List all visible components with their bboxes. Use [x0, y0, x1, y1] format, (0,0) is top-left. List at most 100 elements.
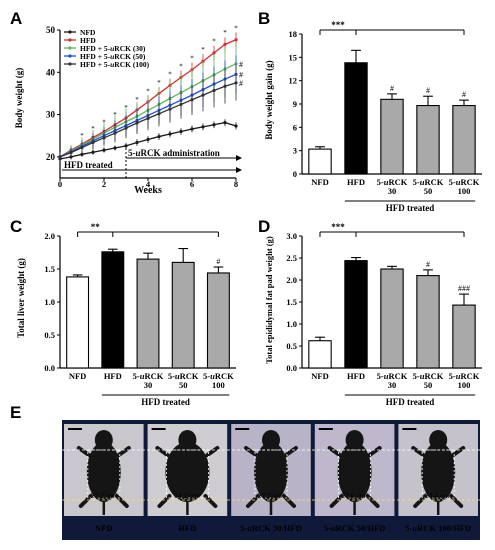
sig-bracket-label: ***	[331, 222, 345, 232]
panel-a-x-tick-label: 4	[146, 179, 151, 189]
panel-a-point	[201, 93, 205, 97]
scale-bar	[68, 428, 82, 430]
category-label: 5-uRCK	[168, 371, 199, 381]
panel-a-point	[69, 151, 73, 155]
sig-mark: #	[426, 260, 430, 269]
panel-a-y-tick-label: 50	[46, 25, 56, 35]
mouse-body	[254, 442, 288, 502]
panel-a-point	[190, 98, 194, 102]
mouse-head	[429, 430, 448, 450]
panel-a-point	[168, 107, 172, 111]
panel-a-point	[113, 131, 117, 135]
mouse-arm	[76, 446, 91, 457]
group-column-label: 5-uRCK 50/HFD	[324, 523, 386, 533]
panel-b-bar-chart: Body weight gain (g) 0 3 6 9 12 15 18 NFD HFD #5-…	[264, 20, 482, 213]
panel-a-point	[146, 137, 150, 142]
panel-a-y-axis-label: Body weight (g)	[14, 68, 24, 129]
panel-a-legend-label: HFD	[80, 36, 96, 45]
panel-a-legend-label: HFD + 5-uRCK (30)	[80, 44, 146, 53]
panel-y-tick-label: 3	[293, 146, 297, 156]
panel-a-drug-label: 5-uRCK administration	[128, 148, 220, 158]
mouse-arm	[327, 446, 342, 457]
panel-y-tick-label: 9	[293, 99, 297, 109]
category-label: 50	[424, 380, 433, 390]
category-label: 50	[179, 380, 188, 390]
panel-a-point	[102, 136, 106, 140]
panel-a-sig-star: *	[234, 25, 238, 33]
category-label: 5-uRCK	[413, 371, 444, 381]
bar	[380, 268, 404, 369]
bar	[416, 275, 440, 369]
panel-a-sig-star: *	[113, 111, 117, 119]
mouse-leg	[246, 494, 260, 508]
panel-a-point	[91, 140, 95, 145]
bar	[136, 258, 160, 369]
panel-b-y-axis-label: Body weight gain (g)	[264, 60, 274, 139]
panel-d-y-axis-label: Total epididymal fat pad weight (g)	[264, 236, 274, 364]
panel-a-sig-star: *	[223, 29, 227, 37]
panel-y-tick-label: 15	[289, 52, 298, 62]
scale-bar	[402, 428, 417, 430]
category-label: 5-uRCK	[203, 371, 234, 381]
bar	[308, 340, 332, 369]
mouse-head	[94, 430, 113, 450]
panel-a-point	[157, 134, 161, 139]
category-label: 100	[458, 186, 471, 196]
panel-a-legend-marker	[68, 62, 72, 66]
panel-a-point	[234, 38, 238, 42]
category-label: 30	[144, 380, 153, 390]
panel-a-hash-mark: #	[239, 70, 243, 79]
panel-a-x-tick-label: 6	[190, 179, 194, 189]
area-label: 34.2 cm²	[174, 491, 201, 500]
mouse-arm	[155, 446, 170, 457]
panel-a-hash-mark: #	[239, 79, 243, 88]
panel-letter-e: E	[10, 403, 21, 422]
mouse-arm	[244, 446, 258, 457]
sig-mark: ###	[458, 284, 470, 293]
panel-y-tick-label: 0.5	[44, 330, 55, 340]
mouse-arm	[367, 446, 382, 457]
category-label: 5-uRCK	[377, 371, 408, 381]
panel-y-tick-label: 1.5	[44, 264, 55, 274]
bar	[344, 62, 368, 175]
mouse-arm	[116, 446, 131, 457]
sig-mark: #	[216, 257, 220, 266]
panel-a-point	[179, 102, 183, 107]
panel-a-point	[124, 144, 128, 148]
category-label: NFD	[69, 371, 86, 381]
category-label: NFD	[311, 177, 328, 187]
scale-bar	[151, 428, 166, 430]
panel-y-tick-label: 0.0	[44, 363, 55, 373]
panel-y-tick-label: 6	[293, 122, 297, 132]
mouse-leg	[413, 494, 428, 508]
group-column-label: HFD	[178, 523, 196, 533]
panel-y-tick-label: 1.5	[286, 297, 297, 307]
panel-a-point	[179, 129, 183, 134]
panel-a-point	[135, 121, 139, 125]
bar	[452, 304, 476, 369]
panel-letter-d: D	[258, 217, 270, 236]
panel-a-drug-arrowhead	[236, 155, 242, 161]
category-label: HFD	[104, 371, 122, 381]
panel-a-point	[124, 126, 128, 130]
panel-a-y-tick-label: 40	[46, 67, 56, 77]
panel-y-tick-label: 12	[289, 76, 298, 86]
category-label: 30	[388, 186, 397, 196]
panel-letter-a: A	[10, 9, 22, 28]
mouse-head	[345, 430, 364, 450]
bar	[416, 105, 440, 175]
mouse-arm	[284, 446, 298, 457]
category-label: 5-uRCK	[413, 177, 444, 187]
panel-a-sig-star: *	[146, 88, 150, 96]
panel-a-point	[223, 42, 227, 46]
panel-y-tick-label: 3.0	[286, 231, 297, 241]
group-column-label: 5-uRCK 100/HFD	[405, 523, 471, 533]
mouse-arm	[411, 446, 426, 457]
mouse-body	[337, 442, 372, 502]
mouse-arm	[205, 446, 220, 457]
mouse-leg	[203, 494, 218, 508]
sig-mark: #	[462, 90, 466, 99]
area-label: 24.4 cm²	[425, 491, 452, 500]
panel-a-sig-star: *	[157, 79, 161, 87]
